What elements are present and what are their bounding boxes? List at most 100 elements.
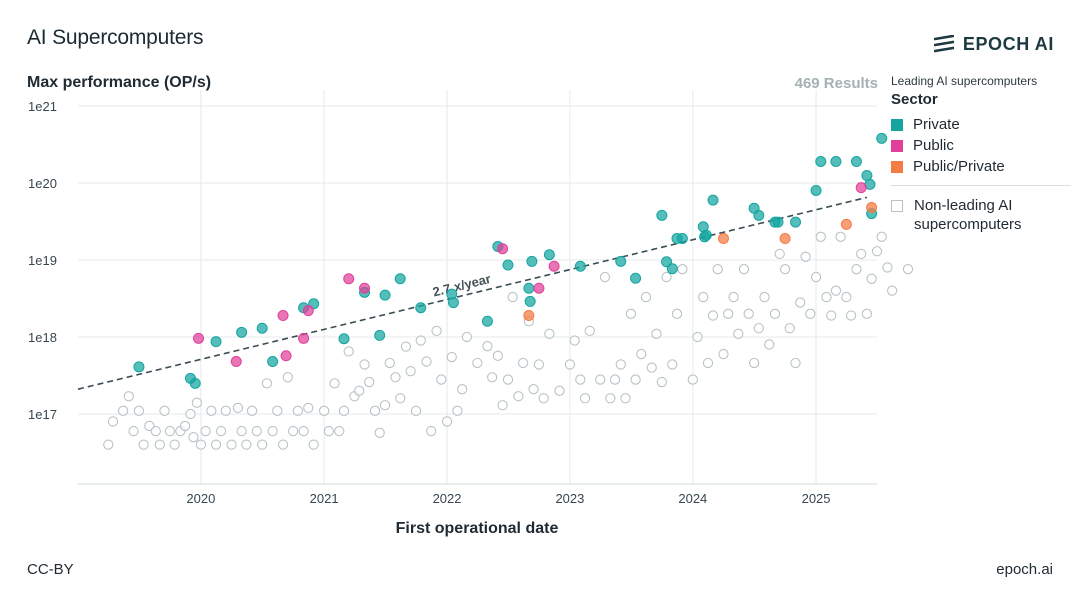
point-non-leading-136 xyxy=(835,231,846,242)
point-non-leading-17 xyxy=(191,397,203,408)
point-private-11 xyxy=(374,329,386,341)
point-private-14 xyxy=(415,302,427,314)
point-non-leading-143 xyxy=(871,246,883,257)
legend-title: Leading AI supercomputers xyxy=(891,74,1038,88)
point-non-leading-131 xyxy=(810,271,822,283)
legend-swatch-non-leading xyxy=(891,200,903,212)
results-count: 469 Results xyxy=(794,75,878,92)
point-private-48 xyxy=(876,132,888,144)
point-non-leading-44 xyxy=(334,425,345,437)
point-non-leading-105 xyxy=(671,308,683,319)
point-non-leading-114 xyxy=(723,308,734,319)
point-non-leading-94 xyxy=(615,359,626,370)
legend-item-non-leading[interactable]: Non-leading AI supercomputers xyxy=(891,196,1071,234)
point-non-leading-82 xyxy=(538,393,549,404)
point-non-leading-74 xyxy=(497,400,508,411)
legend-label-non-leading: Non-leading AI supercomputers xyxy=(914,197,1022,233)
point-private-40 xyxy=(790,216,802,228)
point-non-leading-59 xyxy=(410,405,422,416)
point-non-leading-124 xyxy=(774,248,785,260)
point-non-leading-26 xyxy=(236,425,247,437)
point-non-leading-54 xyxy=(384,357,395,369)
point-private-28 xyxy=(661,256,673,268)
point-non-leading-23 xyxy=(220,405,231,416)
point-non-leading-8 xyxy=(150,425,161,437)
point-public-private-4 xyxy=(866,202,878,214)
point-private-3 xyxy=(236,326,248,338)
point-non-leading-25 xyxy=(232,402,244,414)
point-non-leading-42 xyxy=(323,425,334,437)
point-non-leading-129 xyxy=(800,251,811,262)
point-non-leading-130 xyxy=(805,308,816,319)
point-private-35 xyxy=(707,194,719,206)
point-private-17 xyxy=(481,315,493,327)
site-link[interactable]: epoch.ai xyxy=(996,561,1053,578)
point-non-leading-3 xyxy=(123,391,134,402)
epoch-logo[interactable]: EPOCH AI xyxy=(933,31,1054,57)
point-private-43 xyxy=(830,156,842,168)
epoch-logo-icon xyxy=(933,35,954,53)
point-non-leading-138 xyxy=(845,310,857,321)
point-private-24 xyxy=(574,260,586,272)
point-private-23 xyxy=(543,249,555,261)
point-non-leading-9 xyxy=(154,439,165,450)
point-non-leading-0 xyxy=(103,439,114,450)
point-non-leading-15 xyxy=(185,408,196,420)
x-tick-2025: 2025 xyxy=(802,491,831,506)
point-non-leading-80 xyxy=(528,384,539,395)
point-non-leading-53 xyxy=(379,400,391,411)
point-private-16 xyxy=(447,297,459,309)
point-non-leading-92 xyxy=(605,393,616,404)
point-non-leading-76 xyxy=(507,291,518,303)
point-non-leading-87 xyxy=(575,374,586,385)
point-non-leading-65 xyxy=(441,416,453,427)
point-non-leading-5 xyxy=(133,405,145,416)
point-non-leading-93 xyxy=(609,374,621,385)
point-non-leading-60 xyxy=(415,335,426,346)
y-axis-label: Max performance (OP/s) xyxy=(27,74,212,91)
point-non-leading-123 xyxy=(769,308,781,319)
leading-points xyxy=(133,132,888,389)
point-non-leading-142 xyxy=(866,273,877,284)
point-non-leading-97 xyxy=(630,374,641,385)
legend-divider xyxy=(891,185,1071,186)
point-non-leading-28 xyxy=(246,405,258,416)
point-non-leading-37 xyxy=(292,405,304,416)
x-tick-2023: 2023 xyxy=(555,491,584,506)
point-non-leading-81 xyxy=(533,359,545,370)
y-tick-1e18: 1e18 xyxy=(28,330,57,345)
point-non-leading-102 xyxy=(656,376,667,388)
legend-item-private[interactable]: Private xyxy=(891,114,1071,135)
point-non-leading-45 xyxy=(338,405,350,416)
point-non-leading-118 xyxy=(743,308,754,319)
legend-item-public-private[interactable]: Public/Private xyxy=(891,156,1071,177)
point-non-leading-67 xyxy=(452,405,463,416)
point-non-leading-100 xyxy=(646,362,657,373)
point-non-leading-115 xyxy=(728,291,739,303)
point-non-leading-116 xyxy=(733,328,744,339)
point-non-leading-63 xyxy=(431,325,442,337)
point-non-leading-144 xyxy=(876,231,887,242)
y-tick-1e20: 1e20 xyxy=(28,176,57,191)
point-non-leading-31 xyxy=(261,378,273,389)
point-non-leading-113 xyxy=(718,348,729,360)
point-non-leading-133 xyxy=(821,291,832,303)
point-non-leading-91 xyxy=(599,271,611,283)
point-non-leading-132 xyxy=(815,231,826,242)
point-non-leading-85 xyxy=(564,359,576,370)
axis-layer: 1e17 1e18 1e19 1e20 1e21 2020 2021 2022 2023 2024… xyxy=(28,99,877,506)
point-non-leading-134 xyxy=(826,310,837,321)
legend-label-public-private: Public/Private xyxy=(913,158,1005,175)
y-tick-1e19: 1e19 xyxy=(28,253,57,268)
point-non-leading-55 xyxy=(390,372,401,383)
point-non-leading-147 xyxy=(902,264,914,275)
point-private-34 xyxy=(700,229,712,241)
point-private-41 xyxy=(810,184,822,196)
point-non-leading-126 xyxy=(784,323,795,334)
point-non-leading-35 xyxy=(282,372,293,383)
point-public-private-3 xyxy=(840,218,852,230)
point-non-leading-46 xyxy=(343,346,354,357)
point-private-9 xyxy=(338,333,350,345)
legend-item-public[interactable]: Public xyxy=(891,135,1071,156)
point-non-leading-49 xyxy=(359,359,370,370)
